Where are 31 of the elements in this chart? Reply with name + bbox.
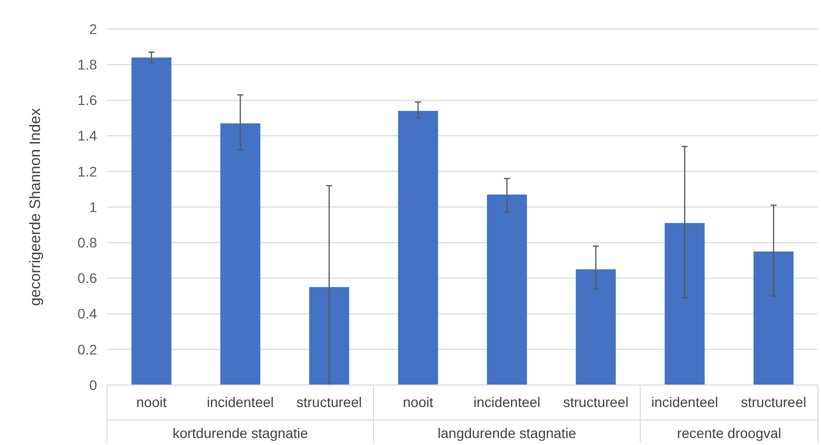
x-tick-label: structureel <box>563 394 628 410</box>
y-axis-title: gecorrigeerde Shannon Index <box>27 108 44 306</box>
text: recente droogval <box>676 425 782 441</box>
x-tick-label: structureel <box>740 394 806 410</box>
text: langdurende stagnatie <box>438 425 576 441</box>
y-tick-label: 0.6 <box>78 270 98 286</box>
x-tick-label: nooit <box>402 394 434 410</box>
y-tick-label: 1.2 <box>78 163 98 180</box>
x-tick-label: incidenteel <box>206 394 274 410</box>
bar <box>754 252 794 385</box>
x-tick-label: incidenteel <box>651 394 718 410</box>
y-tick-label: 2 <box>89 20 98 37</box>
y-tick-label: 0.4 <box>78 306 98 322</box>
x-tick-label: structureel <box>296 394 362 410</box>
bar <box>220 123 260 385</box>
bar <box>309 287 350 385</box>
y-tick-label: 0 <box>89 376 98 393</box>
bar <box>398 110 438 385</box>
x-tick-label: incidenteel <box>473 394 540 410</box>
y-tick-label: 1.8 <box>78 56 98 72</box>
x-tick-label: nooit <box>136 394 167 410</box>
text: kortdurende stagnatie <box>172 425 308 441</box>
bar <box>131 57 172 385</box>
bar <box>664 223 705 385</box>
y-tick-label: 0.8 <box>78 234 98 250</box>
y-tick-label: 0.2 <box>78 341 98 358</box>
bar <box>576 269 616 385</box>
bar <box>486 194 527 385</box>
y-tick-label: 1.4 <box>78 128 98 144</box>
y-tick-label: 1 <box>89 198 98 215</box>
y-tick-label: 1.6 <box>78 92 98 108</box>
